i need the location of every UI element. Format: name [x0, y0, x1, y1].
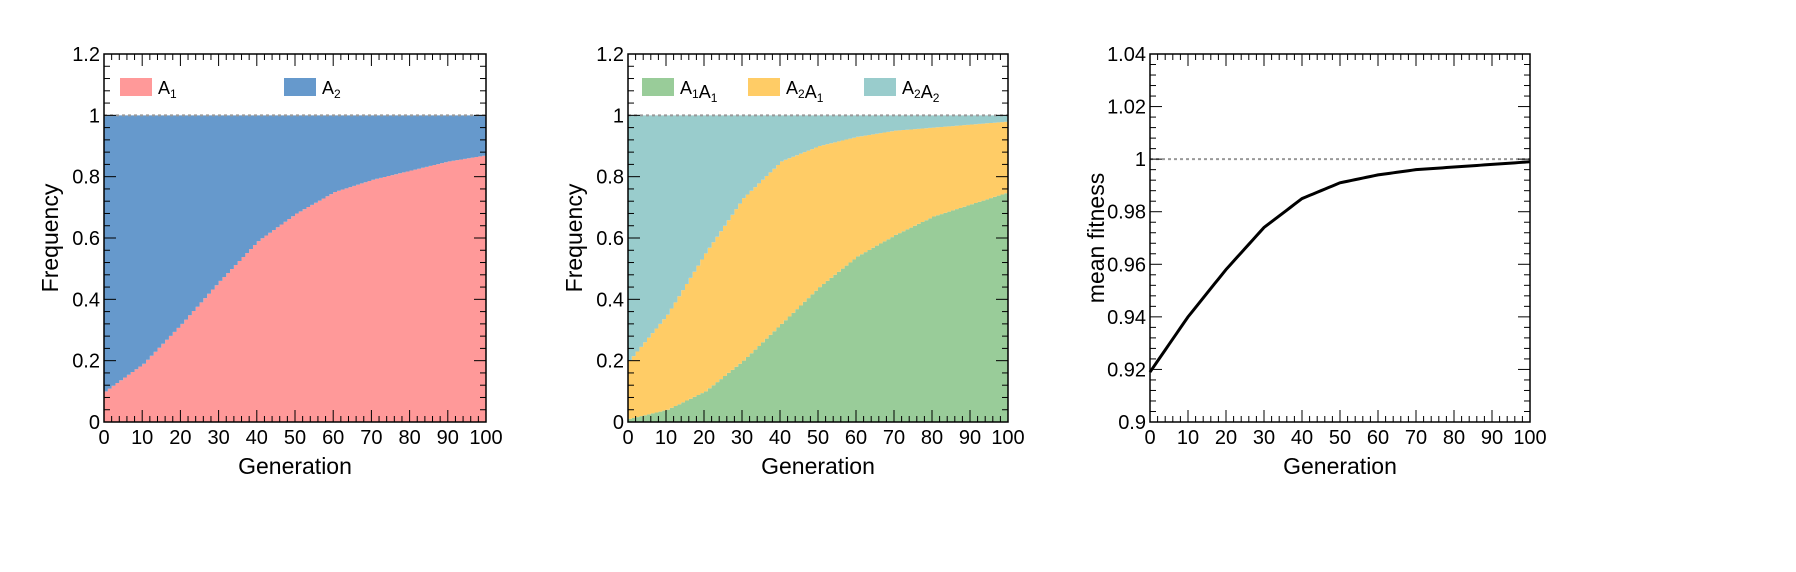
y-tick-label: 1.02 — [1107, 97, 1146, 119]
y-axis-label: mean fitness — [1083, 173, 1109, 303]
chart-panel-2: 0 10 20 30 40 50 60 70 80 90 100 0 0.2 0.4 0.6 0.8 1 1.2 G… — [561, 44, 1025, 479]
plot-frame — [1149, 53, 1531, 423]
legend-swatch-2 — [284, 78, 316, 96]
y-tick-label: 0.4 — [72, 289, 100, 311]
x-tick-label: 10 — [1177, 427, 1199, 449]
y-tick-label: 0.6 — [72, 228, 100, 250]
x-tick-label: 100 — [991, 427, 1024, 449]
y-tick-label: 0.94 — [1107, 307, 1146, 329]
x-tick-label: 10 — [131, 427, 153, 449]
y-tick-label: 0.4 — [596, 289, 624, 311]
legend-swatch-2 — [748, 78, 780, 96]
x-tick-label: 50 — [1329, 427, 1351, 449]
y-axis-label: Frequency — [561, 183, 587, 292]
y-tick-label: 0.6 — [596, 228, 624, 250]
x-tick-label: 70 — [360, 427, 382, 449]
y-tick-label: 0.92 — [1107, 359, 1146, 381]
legend-label-2: A2 — [322, 78, 341, 101]
x-tick-label: 80 — [921, 427, 943, 449]
x-tick-label: 60 — [322, 427, 344, 449]
y-tick-label: 0.98 — [1107, 202, 1146, 224]
x-tick-label: 90 — [437, 427, 459, 449]
legend-swatch-1 — [120, 78, 152, 96]
x-tick-label: 10 — [655, 427, 677, 449]
chart-panel-3: 0 10 20 30 40 50 60 70 80 90 100 0.9 0.92 0.94 0.96 0.9… — [1083, 44, 1547, 479]
x-tick-label: 40 — [246, 427, 268, 449]
x-tick-label: 0 — [622, 427, 633, 449]
x-tick-label: 60 — [845, 427, 867, 449]
y-tick-label: 0.8 — [72, 167, 100, 189]
legend-swatch-3 — [864, 78, 896, 96]
y-tick-label: 1 — [613, 105, 624, 127]
x-tick-label: 100 — [469, 427, 502, 449]
x-axis-label: Generation — [1283, 453, 1397, 479]
x-tick-label: 100 — [1513, 427, 1546, 449]
area-series-2 — [628, 121, 1008, 419]
x-axis-label: Generation — [761, 453, 875, 479]
x-tick-label: 40 — [769, 427, 791, 449]
x-tick-label: 0 — [1144, 427, 1155, 449]
x-tick-label: 70 — [883, 427, 905, 449]
x-tick-label: 90 — [1481, 427, 1503, 449]
y-tick-label: 0.2 — [72, 351, 100, 373]
x-tick-label: 30 — [731, 427, 753, 449]
area-series-1 — [104, 155, 486, 422]
legend-label-1: A1A1 — [680, 78, 718, 105]
area-series-1 — [628, 192, 1008, 422]
chart-panel-1: 0 10 20 30 40 50 60 70 80 90 100 0 0.2 0.4 0.6 0.8 1 1.2 G… — [37, 44, 503, 479]
fitness-line — [1148, 160, 1531, 373]
y-tick-label: 0.9 — [1118, 412, 1146, 434]
x-tick-label: 40 — [1291, 427, 1313, 449]
x-tick-label: 30 — [207, 427, 229, 449]
area-series-2 — [104, 115, 486, 392]
y-tick-label: 1 — [89, 105, 100, 127]
x-tick-label: 50 — [807, 427, 829, 449]
x-tick-label: 20 — [693, 427, 715, 449]
y-tick-label: 0 — [613, 412, 624, 434]
legend-label-1: A1 — [158, 78, 177, 101]
x-tick-label: 90 — [959, 427, 981, 449]
y-tick-label: 0.8 — [596, 167, 624, 189]
area-series-3 — [628, 115, 1008, 361]
x-tick-label: 0 — [98, 427, 109, 449]
legend-swatch-1 — [642, 78, 674, 96]
x-tick-label: 50 — [284, 427, 306, 449]
y-tick-label: 1.2 — [72, 44, 100, 66]
y-tick-label: 1.2 — [596, 44, 624, 66]
x-tick-label: 80 — [398, 427, 420, 449]
x-tick-label: 80 — [1443, 427, 1465, 449]
x-tick-label: 60 — [1367, 427, 1389, 449]
y-tick-label: 1 — [1135, 149, 1146, 171]
x-tick-label: 30 — [1253, 427, 1275, 449]
legend-label-3: A2A2 — [902, 78, 940, 105]
y-tick-label: 0.2 — [596, 351, 624, 373]
y-tick-label: 1.04 — [1107, 44, 1146, 66]
y-tick-label: 0.96 — [1107, 254, 1146, 276]
x-axis-label: Generation — [238, 453, 352, 479]
y-axis-label: Frequency — [37, 183, 63, 292]
y-tick-label: 0 — [89, 412, 100, 434]
x-tick-label: 20 — [1215, 427, 1237, 449]
x-tick-label: 70 — [1405, 427, 1427, 449]
legend-label-2: A2A1 — [786, 78, 824, 105]
x-tick-label: 20 — [169, 427, 191, 449]
